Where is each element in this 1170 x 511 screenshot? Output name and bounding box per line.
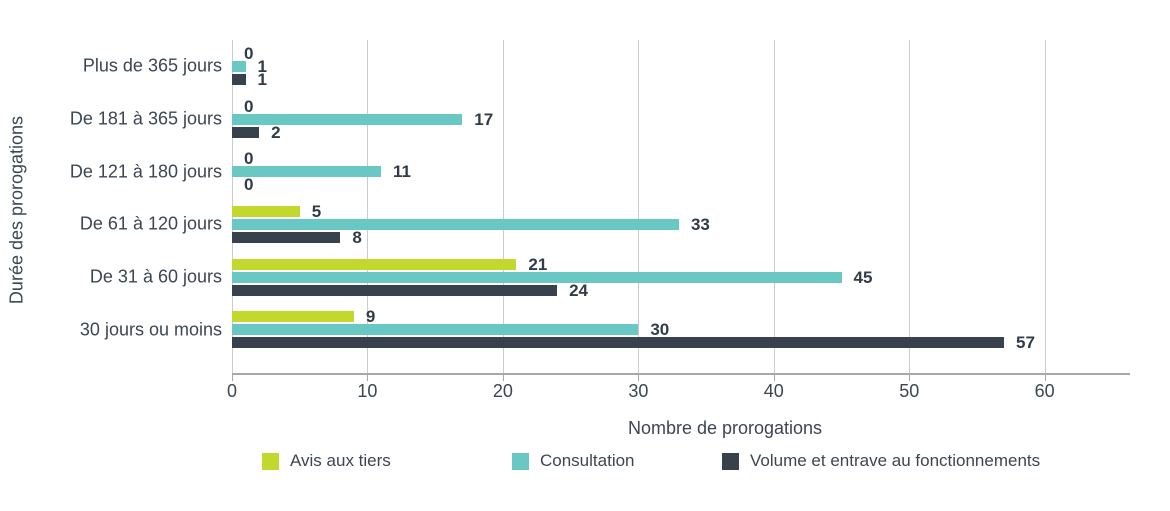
legend-item: Volume et entrave au fonctionnements: [722, 451, 1041, 470]
value-label: 11: [392, 162, 411, 182]
bar-row: 57: [232, 333, 1130, 353]
value-label: 21: [528, 254, 548, 274]
value-label: 30: [650, 320, 670, 340]
x-tick-label: 0: [226, 381, 238, 401]
bar-groups: Plus de 365 jours 0 1 1 De 181 à 365 jours 0 1…: [70, 40, 1130, 357]
value-label: 24: [569, 280, 588, 300]
bar-row: 17: [232, 109, 1130, 129]
legend-swatch: [512, 452, 529, 470]
category-label: De 181 à 365 jours: [69, 108, 222, 129]
value-label: 9: [365, 307, 376, 327]
value-label: 2: [271, 122, 281, 142]
bar: [232, 284, 558, 296]
gridline: [1044, 40, 1046, 373]
value-label: 57: [1016, 333, 1035, 353]
legend-item: Consultation: [512, 451, 635, 470]
bar-row: 0: [232, 96, 1130, 116]
legend-item: Avis aux tiers: [262, 451, 391, 470]
gridline: [773, 40, 775, 373]
gridline: [638, 40, 640, 373]
axis-tick: [638, 373, 640, 381]
bar: [232, 126, 260, 138]
axis-tick: [1044, 373, 1046, 381]
bar: [232, 258, 517, 270]
bar-row: 9: [232, 307, 1130, 327]
axis-tick: [909, 373, 911, 381]
bar-row: 45: [232, 267, 1130, 287]
bar-row: 0: [232, 175, 1130, 195]
bar-row: 11: [232, 162, 1130, 182]
bar-row: 21: [232, 254, 1130, 274]
bar-row: 24: [232, 280, 1130, 300]
category-label: De 31 à 60 jours: [89, 266, 222, 287]
value-label: 8: [352, 227, 362, 247]
x-tick-label: 10: [357, 381, 378, 401]
bar-row: 30: [232, 320, 1130, 340]
axis-tick: [502, 373, 504, 381]
bar-row: 0: [232, 43, 1130, 63]
bar: [232, 311, 354, 323]
bar-row: 1: [232, 69, 1130, 89]
value-label: 17: [474, 109, 494, 129]
bar-group: De 31 à 60 jours 21 45 24: [90, 251, 1130, 304]
bar-group: 30 jours ou moins 9 30 57: [80, 304, 1130, 357]
bar-row: 8: [232, 227, 1130, 247]
axis-tick: [232, 373, 233, 381]
bar-row: 1: [232, 56, 1130, 76]
category-label: De 61 à 120 jours: [79, 213, 222, 234]
bar: [232, 218, 679, 230]
value-label: 33: [690, 214, 710, 234]
legend-label: Avis aux tiers: [290, 451, 391, 470]
category-label: Plus de 365 jours: [82, 55, 222, 76]
bar-group: De 61 à 120 jours 5 33 8: [80, 198, 1130, 251]
bar-group: Plus de 365 jours 0 1 1: [83, 40, 1130, 93]
bar: [232, 271, 842, 283]
value-label: 0: [244, 149, 254, 169]
x-tick-label: 40: [763, 381, 784, 401]
bar-row: 5: [232, 201, 1130, 221]
plot-area: Plus de 365 jours 0 1 1 De 181 à 365 jours 0 1…: [70, 40, 1130, 381]
legend-swatch: [262, 452, 279, 470]
value-label: 1: [257, 69, 267, 89]
bar-group: De 181 à 365 jours 0 17 2: [70, 93, 1130, 146]
x-tick-label: 60: [1034, 381, 1055, 401]
bar-row: 33: [232, 214, 1130, 234]
bar: [232, 60, 246, 72]
bar-row: 2: [232, 122, 1130, 142]
bar: [232, 324, 639, 336]
gridline: [909, 40, 911, 373]
value-label: 0: [244, 43, 254, 63]
legend-swatch: [722, 452, 739, 470]
x-tick-label: 20: [492, 381, 513, 401]
value-label: 0: [244, 96, 254, 116]
value-label: 0: [244, 175, 254, 195]
legend-label: Volume et entrave au fonctionnements: [750, 451, 1041, 470]
value-label: 5: [311, 201, 322, 221]
bar: [232, 73, 246, 85]
bar: [232, 231, 341, 243]
axis-tick: [773, 373, 775, 381]
value-label: 1: [257, 56, 267, 76]
value-label: 45: [853, 267, 873, 287]
axis-tick: [367, 373, 369, 381]
category-label: De 121 à 180 jours: [69, 161, 222, 182]
category-label: 30 jours ou moins: [79, 319, 222, 340]
gridline: [367, 40, 369, 373]
bar: [232, 113, 463, 125]
x-tick-label: 50: [899, 381, 920, 401]
bar-row: 0: [232, 149, 1130, 169]
bar: [232, 166, 381, 178]
bar: [232, 205, 300, 217]
legend: Avis aux tiers Consultation Volume et entr…: [0, 451, 1170, 472]
bar: [232, 337, 1005, 349]
x-tick-label: 30: [628, 381, 649, 401]
x-axis-title: Nombre de prorogations: [627, 418, 823, 438]
legend-label: Consultation: [540, 451, 635, 470]
gridline: [502, 40, 504, 373]
bar-group: De 121 à 180 jours 0 11 0: [70, 145, 1130, 198]
